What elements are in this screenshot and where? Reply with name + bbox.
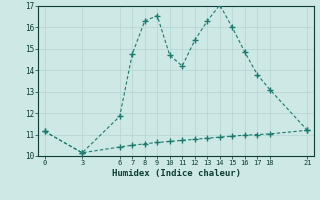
X-axis label: Humidex (Indice chaleur): Humidex (Indice chaleur) bbox=[111, 169, 241, 178]
